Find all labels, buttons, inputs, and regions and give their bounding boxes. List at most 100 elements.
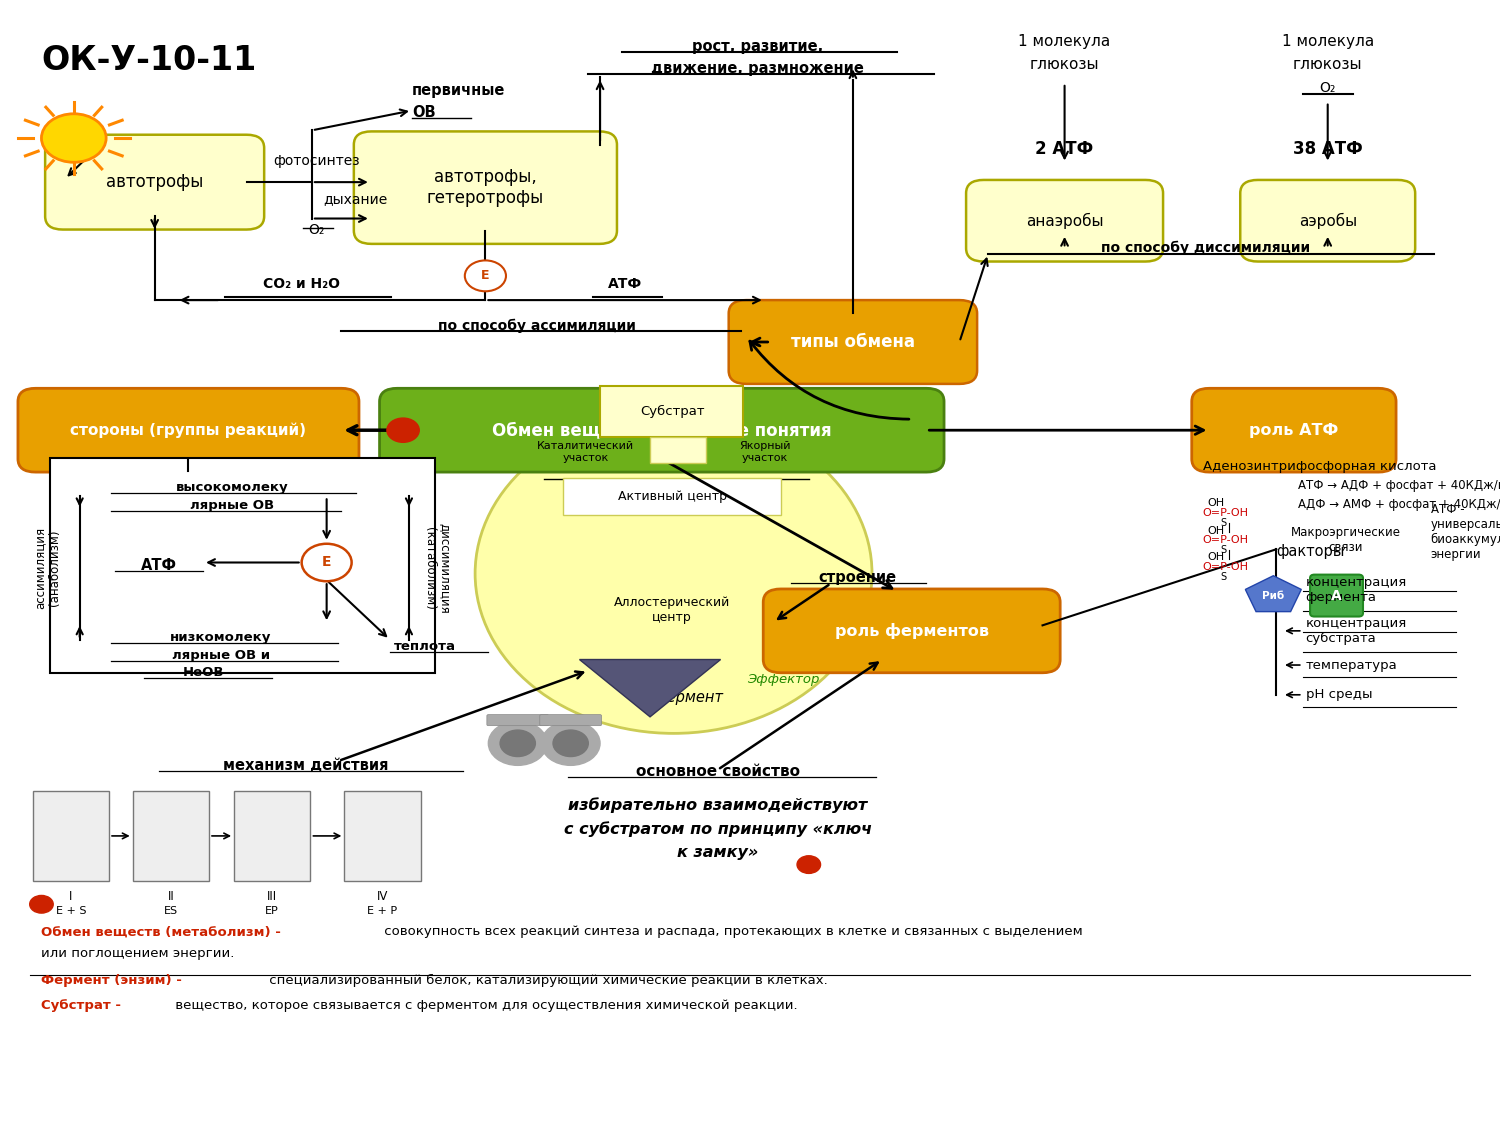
Text: Е: Е (322, 556, 332, 569)
Text: EP: EP (266, 906, 279, 916)
Text: лярные ОВ: лярные ОВ (190, 498, 274, 512)
Text: движение, размножение: движение, размножение (651, 61, 864, 76)
FancyBboxPatch shape (488, 714, 549, 726)
Text: АДФ → АМФ + фосфат + 40КДж/моль: АДФ → АМФ + фосфат + 40КДж/моль (1299, 497, 1500, 511)
FancyBboxPatch shape (600, 386, 742, 437)
Text: вещество, которое связывается с ферментом для осуществления химической реакции.: вещество, которое связывается с ферменто… (171, 999, 798, 1012)
Text: АТФ: АТФ (141, 558, 177, 574)
Text: ОК-У-10-11: ОК-У-10-11 (42, 44, 256, 78)
FancyBboxPatch shape (345, 791, 420, 881)
FancyBboxPatch shape (966, 180, 1162, 261)
Text: роль АТФ: роль АТФ (1250, 423, 1338, 438)
Circle shape (30, 896, 52, 914)
Text: O=P-OH: O=P-OH (1203, 536, 1249, 546)
FancyBboxPatch shape (564, 478, 782, 515)
Text: O=P-OH: O=P-OH (1203, 561, 1249, 572)
Text: АТФ → АДФ + фосфат + 40КДж/моль: АТФ → АДФ + фосфат + 40КДж/моль (1299, 479, 1500, 492)
Ellipse shape (476, 414, 872, 734)
Text: теплота: теплота (394, 640, 456, 652)
FancyBboxPatch shape (729, 300, 976, 384)
Text: 38 АТФ: 38 АТФ (1293, 140, 1362, 158)
Text: диссимиляция
(катаболизм): диссимиляция (катаболизм) (423, 523, 451, 613)
Text: с субстратом по принципу «ключ: с субстратом по принципу «ключ (564, 821, 872, 837)
Text: механизм действия: механизм действия (224, 758, 388, 773)
Text: специализированный белок, катализирующий химические реакции в клетках.: специализированный белок, катализирующий… (266, 974, 828, 987)
Text: по способу диссимиляции: по способу диссимиляции (1101, 241, 1311, 255)
Text: анаэробы: анаэробы (1026, 213, 1104, 228)
Circle shape (542, 721, 600, 765)
Text: Обмен веществ (метаболизм) -: Обмен веществ (метаболизм) - (42, 926, 282, 938)
Circle shape (796, 856, 820, 873)
Text: температура: температура (1305, 658, 1398, 672)
Text: Аденозинтрифосфорная кислота: Аденозинтрифосфорная кислота (1203, 460, 1437, 474)
Polygon shape (579, 659, 720, 717)
Text: IV: IV (376, 890, 388, 903)
FancyBboxPatch shape (45, 135, 264, 230)
Circle shape (42, 114, 106, 162)
Text: 1 молекула: 1 молекула (1281, 34, 1374, 48)
Text: ассимиляция
(анаболизм): ассимиляция (анаболизм) (33, 526, 62, 609)
FancyBboxPatch shape (234, 791, 310, 881)
Text: Фермент (энзим) -: Фермент (энзим) - (42, 974, 183, 987)
Text: OH: OH (1208, 498, 1224, 508)
Text: автотрофы: автотрофы (106, 173, 204, 191)
Text: Активный центр: Активный центр (618, 489, 726, 503)
Text: типы обмена: типы обмена (790, 333, 915, 351)
Text: основное свойство: основное свойство (636, 765, 800, 780)
Text: АТФ -
универсальный
биоаккумулятор
энергии: АТФ - универсальный биоаккумулятор энерг… (1431, 503, 1500, 560)
Text: Макроэргические
связи: Макроэргические связи (1292, 526, 1401, 555)
Text: Фермент: Фермент (654, 690, 723, 704)
Text: ОВ: ОВ (413, 105, 435, 120)
Polygon shape (1245, 576, 1302, 612)
Text: OH: OH (1208, 525, 1224, 536)
Circle shape (465, 260, 506, 291)
Text: факторы: факторы (1276, 544, 1344, 559)
Text: избирательно взаимодействуют: избирательно взаимодействуют (568, 798, 867, 813)
FancyBboxPatch shape (764, 590, 1060, 673)
Circle shape (554, 730, 588, 756)
Text: глюкозы: глюкозы (1030, 56, 1100, 72)
Text: Каталитический
участок: Каталитический участок (537, 441, 634, 463)
Text: совокупность всех реакций синтеза и распада, протекающих в клетке и связанных с : совокупность всех реакций синтеза и расп… (380, 926, 1083, 938)
FancyBboxPatch shape (540, 714, 602, 726)
Text: 1 молекула: 1 молекула (1019, 34, 1110, 48)
Text: I: I (69, 890, 72, 903)
Text: строение: строение (818, 570, 897, 585)
FancyBboxPatch shape (33, 791, 110, 881)
Text: роль ферментов: роль ферментов (834, 623, 989, 639)
Text: дыхание: дыхание (324, 191, 388, 206)
FancyBboxPatch shape (1191, 388, 1396, 472)
FancyBboxPatch shape (354, 132, 616, 244)
Text: OH: OH (1208, 552, 1224, 562)
Text: Эффектор: Эффектор (747, 673, 819, 686)
Text: Аллостерический
центр: Аллостерический центр (614, 596, 730, 624)
Text: Риб: Риб (1262, 591, 1284, 601)
Circle shape (489, 721, 548, 765)
Text: S: S (1221, 518, 1227, 528)
Text: O₂: O₂ (1320, 81, 1336, 96)
Text: НеОВ: НеОВ (183, 666, 224, 680)
Text: Субстрат: Субстрат (640, 405, 705, 418)
FancyBboxPatch shape (1310, 575, 1364, 616)
Text: II: II (168, 890, 174, 903)
Text: CO₂ и H₂O: CO₂ и H₂O (262, 277, 340, 291)
Text: O=P-OH: O=P-OH (1203, 507, 1249, 518)
Text: А: А (1330, 588, 1342, 603)
Text: E + P: E + P (368, 906, 398, 916)
Text: по способу ассимиляции: по способу ассимиляции (438, 318, 636, 333)
Text: низкомолеку: низкомолеку (170, 631, 272, 644)
Text: аэробы: аэробы (1299, 213, 1358, 228)
Text: III: III (267, 890, 278, 903)
Text: к замку»: к замку» (676, 845, 759, 860)
Text: концентрация
фермента: концентрация фермента (1305, 576, 1407, 604)
Text: O₂: O₂ (308, 223, 324, 237)
Text: Обмен веществ. Основные понятия: Обмен веществ. Основные понятия (492, 421, 831, 439)
Circle shape (500, 730, 536, 756)
Text: 2 АТФ: 2 АТФ (1035, 140, 1094, 158)
Text: S: S (1221, 546, 1227, 556)
FancyBboxPatch shape (380, 388, 944, 472)
FancyBboxPatch shape (51, 458, 435, 673)
Text: стороны (группы реакций): стороны (группы реакций) (70, 423, 306, 438)
Text: лярные ОВ и: лярные ОВ и (171, 649, 270, 662)
Text: автотрофы,
гетеротрофы: автотрофы, гетеротрофы (427, 169, 544, 207)
